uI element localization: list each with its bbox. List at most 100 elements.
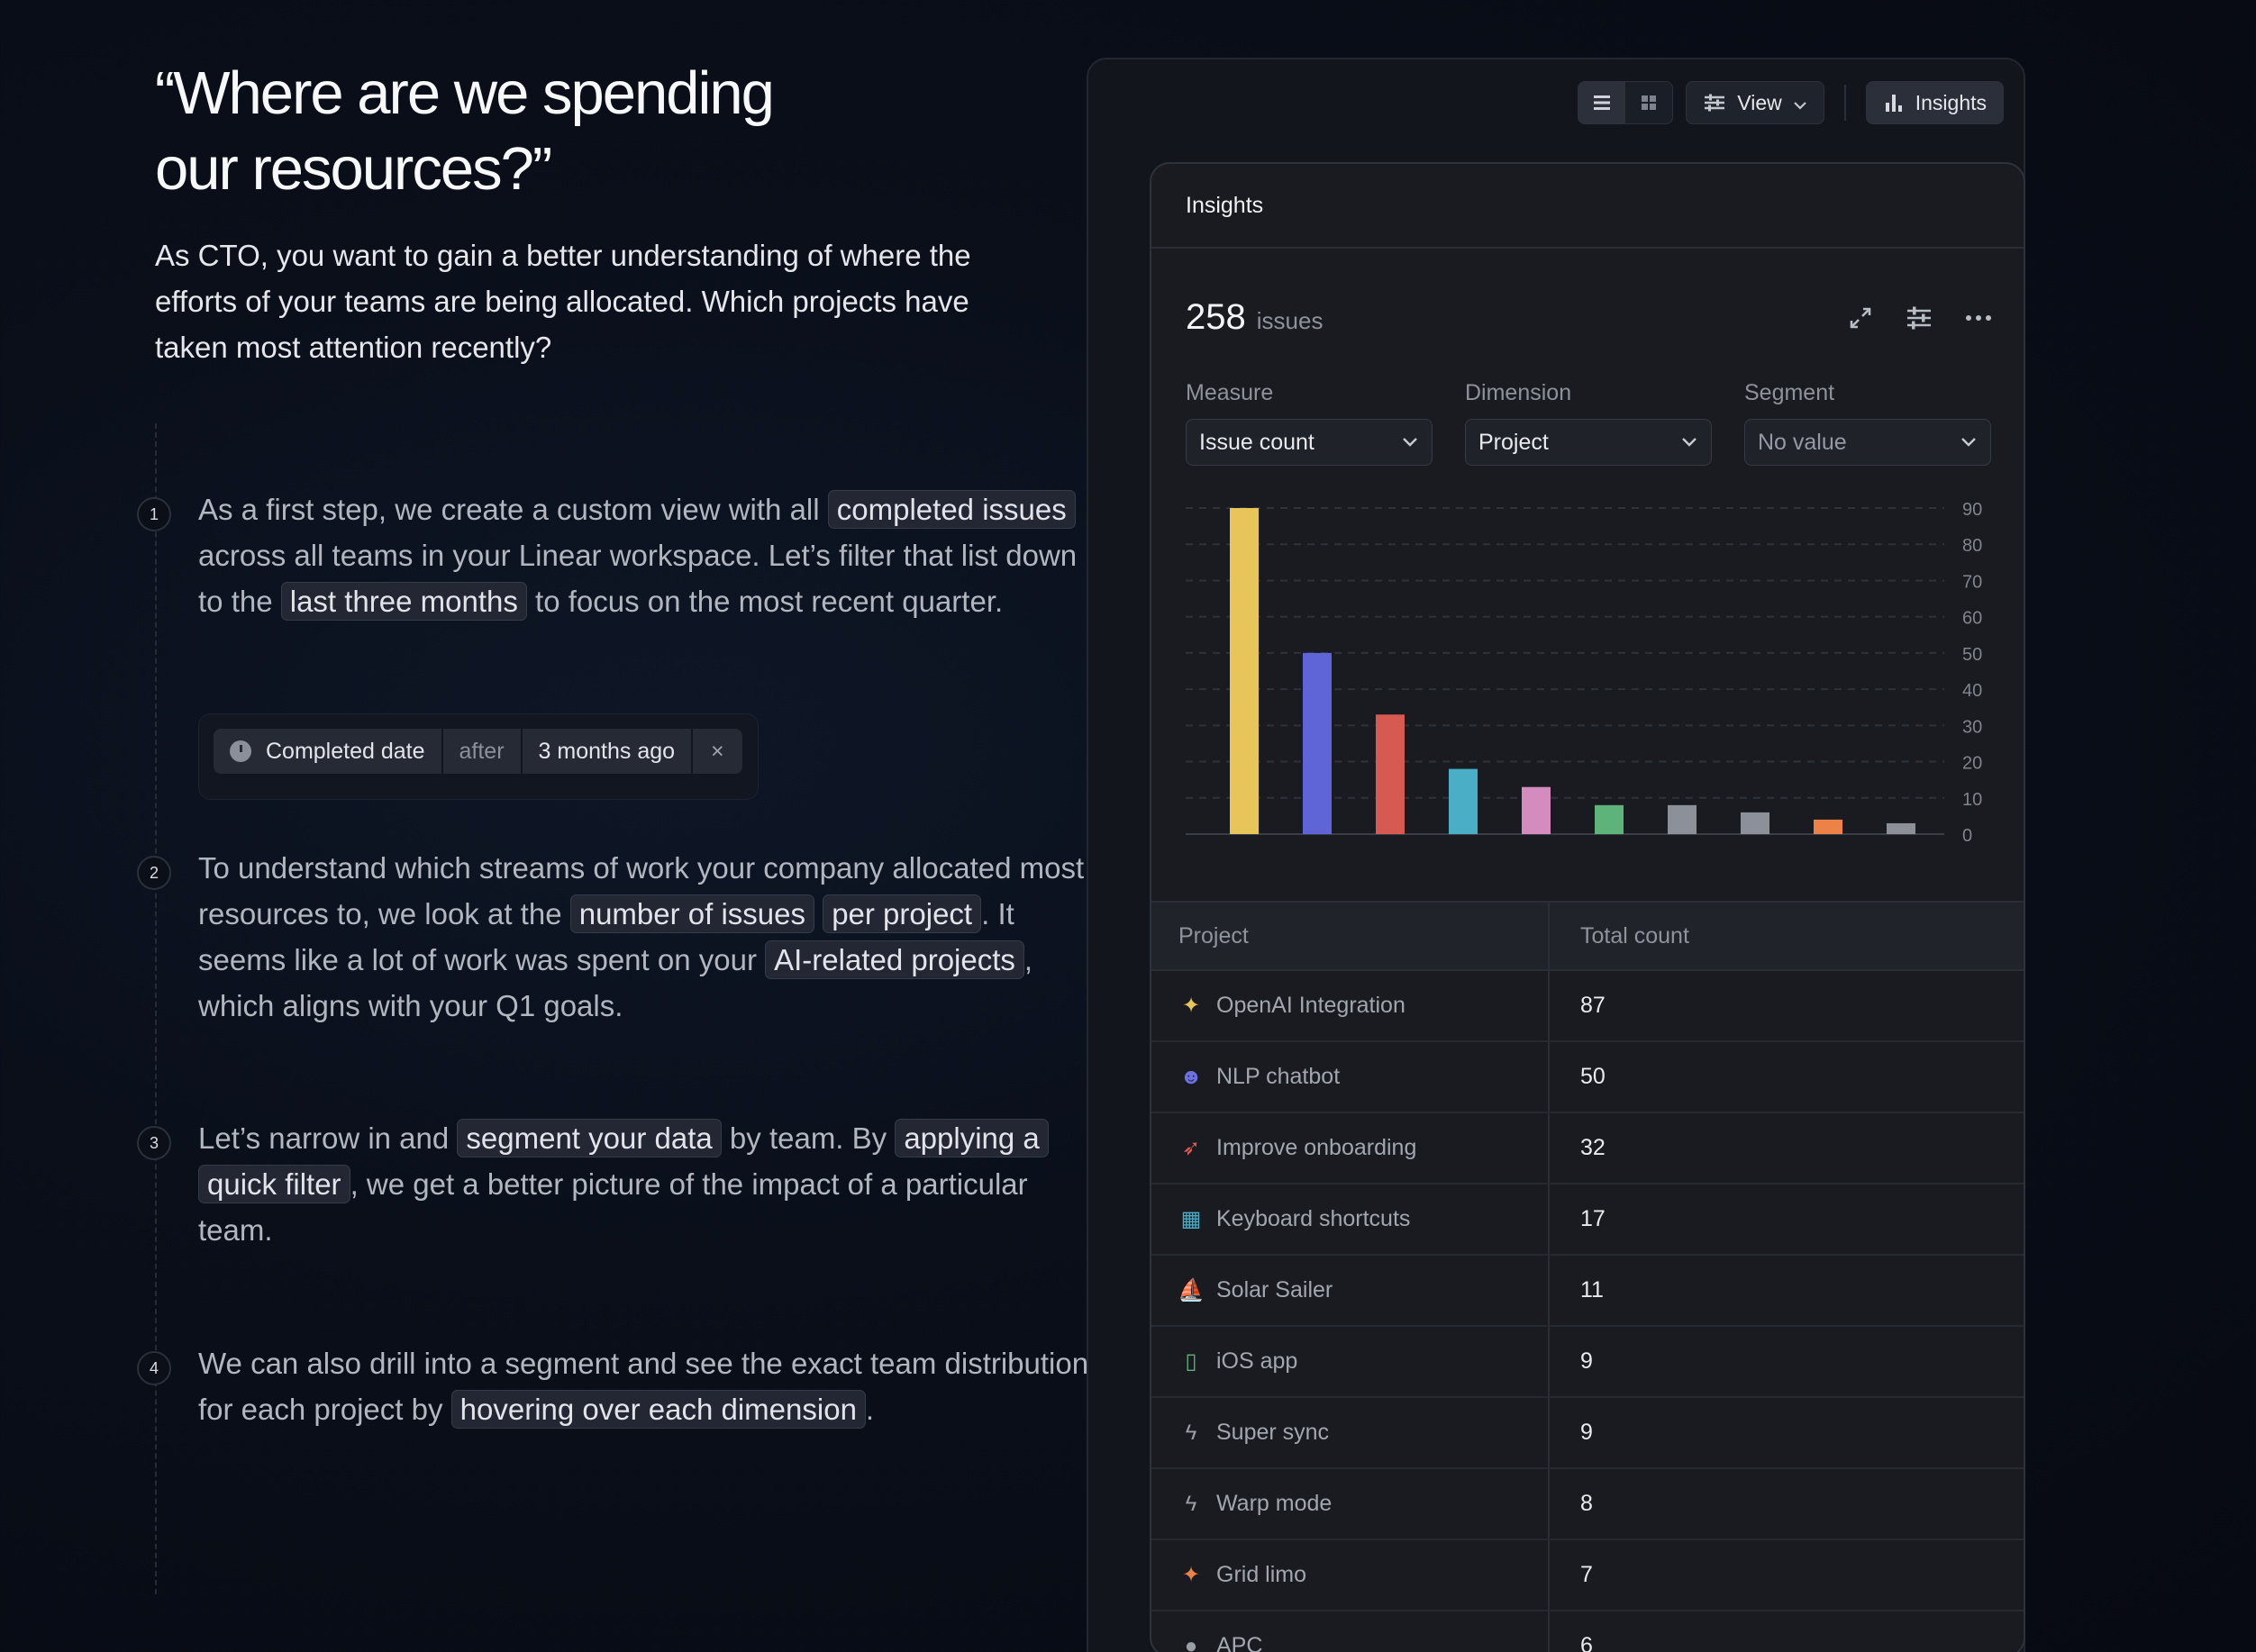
step-text-segment: As a first step, we create a custom view… <box>198 493 828 526</box>
y-tick-label: 30 <box>1962 717 1982 737</box>
expand-icon[interactable] <box>1847 304 1874 336</box>
column-header-total-count[interactable]: Total count <box>1580 922 1689 949</box>
step-number: 1 <box>137 497 171 531</box>
bar-chart-icon <box>1883 92 1905 113</box>
dimension-value: Project <box>1478 429 1549 455</box>
table-row[interactable]: ϟ Super sync 9 <box>1151 1398 2024 1469</box>
highlight-chip: completed issues <box>827 490 1076 529</box>
view-button[interactable]: View <box>1686 81 1824 124</box>
count-cell: 11 <box>1580 1277 1604 1303</box>
table-header: Project Total count <box>1151 901 2024 971</box>
bar-ios-app[interactable] <box>1595 804 1624 834</box>
y-tick-label: 40 <box>1962 681 1982 701</box>
table-body: ✦ OpenAI Integration 87 ☻ NLP chatbot 50 ➶ Impr… <box>1151 971 2024 1652</box>
y-tick-label: 10 <box>1962 790 1982 810</box>
measure-select[interactable]: Issue count <box>1186 419 1433 466</box>
sliders-icon[interactable] <box>1905 304 1933 336</box>
step-text: As a first step, we create a custom view… <box>198 486 1099 624</box>
project-cell: ✦ OpenAI Integration <box>1151 971 1550 1040</box>
count-cell: 9 <box>1580 1420 1593 1445</box>
chevron-down-icon <box>1793 91 1807 115</box>
bar-openai-integration[interactable] <box>1230 508 1259 834</box>
step-text-segment <box>814 897 823 930</box>
bar-super-sync[interactable] <box>1668 804 1697 834</box>
filter-field-label: Completed date <box>266 738 425 764</box>
close-icon[interactable]: × <box>693 729 742 774</box>
project-cell: ➶ Improve onboarding <box>1151 1113 1550 1183</box>
bar-keyboard-shortcuts[interactable] <box>1449 768 1478 834</box>
bar-apc[interactable] <box>1887 822 1915 834</box>
bar-grid-limo[interactable] <box>1814 819 1842 834</box>
step-text: We can also drill into a segment and see… <box>198 1340 1099 1432</box>
board-view-icon[interactable] <box>1625 82 1672 123</box>
count-cell: 9 <box>1580 1348 1593 1374</box>
project-name: Improve onboarding <box>1216 1135 1417 1160</box>
table-row[interactable]: ▦ Keyboard shortcuts 17 <box>1151 1185 2024 1256</box>
filter-value[interactable]: 3 months ago <box>522 729 692 774</box>
table-row[interactable]: ✦ Grid limo 7 <box>1151 1540 2024 1611</box>
y-tick-label: 60 <box>1962 609 1982 629</box>
highlight-chip: AI-related projects <box>765 940 1024 979</box>
step-text-segment: . <box>865 1393 875 1426</box>
rocket-icon: ➶ <box>1181 1136 1201 1160</box>
highlight-chip: segment your data <box>457 1119 722 1157</box>
segment-select[interactable]: No value <box>1744 419 1991 466</box>
layout-toggle <box>1578 81 1674 124</box>
count-cell: 50 <box>1580 1064 1606 1089</box>
project-name: OpenAI Integration <box>1216 993 1405 1018</box>
list-view-icon[interactable] <box>1578 82 1626 123</box>
y-tick-label: 90 <box>1962 500 1982 520</box>
project-name: NLP chatbot <box>1216 1064 1341 1089</box>
count-cell: 87 <box>1580 993 1606 1018</box>
dimension-select[interactable]: Project <box>1465 419 1712 466</box>
segment-control: Segment No value <box>1744 380 1991 466</box>
insights-panel: Insights 258 issues Measure Issue count … <box>1150 162 2025 1652</box>
globe-icon: ● <box>1184 1633 1198 1652</box>
lead-paragraph: As CTO, you want to gain a better unders… <box>155 239 971 364</box>
count-cell: 32 <box>1580 1135 1606 1160</box>
insights-button[interactable]: Insights <box>1865 81 2004 124</box>
y-tick-label: 70 <box>1962 572 1982 592</box>
step-text-segment: Let’s narrow in and <box>198 1121 458 1155</box>
measure-label: Measure <box>1186 380 1274 405</box>
table-row[interactable]: ☻ NLP chatbot 50 <box>1151 1042 2024 1113</box>
filter-operator[interactable]: after <box>442 729 521 774</box>
view-button-label: View <box>1737 90 1782 114</box>
project-name: iOS app <box>1216 1348 1298 1374</box>
step-text-segment: , we get a better picture of the impact … <box>198 1167 1028 1247</box>
robot-icon: ☻ <box>1179 1064 1203 1089</box>
highlight-chip: last three months <box>280 582 527 621</box>
step-text-segment: , which aligns with your Q1 goals. <box>198 943 1033 1022</box>
insights-button-label: Insights <box>1915 90 1987 114</box>
step-text-segment: by team. By <box>721 1121 896 1155</box>
headline-line-1: “Where are we spending <box>155 59 775 127</box>
project-cell: ▦ Keyboard shortcuts <box>1151 1185 1550 1254</box>
bar-warp-mode[interactable] <box>1741 812 1769 834</box>
table-row[interactable]: ϟ Warp mode 8 <box>1151 1469 2024 1540</box>
dimension-control: Dimension Project <box>1465 380 1712 466</box>
table-row[interactable]: ⛵ Solar Sailer 11 <box>1151 1256 2024 1327</box>
filter-field[interactable]: Completed date <box>214 729 441 774</box>
y-tick-label: 0 <box>1962 826 1972 846</box>
bar-improve-onboarding[interactable] <box>1376 714 1405 834</box>
lightning-icon: ϟ <box>1185 1420 1197 1445</box>
bar-chart: 0 10 20 30 40 50 60 70 80 90 <box>1186 500 1982 846</box>
insights-header: Insights <box>1151 164 2024 249</box>
table-row[interactable]: ➶ Improve onboarding 32 <box>1151 1113 2024 1185</box>
table-row[interactable]: ● APC 6 <box>1151 1611 2024 1652</box>
bar-solar-sailer[interactable] <box>1522 786 1551 834</box>
project-name: Solar Sailer <box>1216 1277 1333 1303</box>
highlight-chip: number of issues <box>569 894 815 933</box>
column-header-project[interactable]: Project <box>1151 903 1550 969</box>
count-cell: 8 <box>1580 1491 1593 1516</box>
filter-bar: Completed date after 3 months ago × <box>198 713 759 800</box>
more-icon[interactable] <box>1964 304 1993 336</box>
clock-icon <box>230 740 251 762</box>
table-row[interactable]: ▯ iOS app 9 <box>1151 1327 2024 1398</box>
y-tick-label: 50 <box>1962 645 1982 665</box>
chevron-down-icon <box>1682 438 1697 447</box>
table-row[interactable]: ✦ OpenAI Integration 87 <box>1151 971 2024 1042</box>
bar-nlp-chatbot[interactable] <box>1303 652 1332 834</box>
chevron-down-icon <box>1403 438 1417 447</box>
keyboard-icon: ▦ <box>1180 1207 1202 1231</box>
